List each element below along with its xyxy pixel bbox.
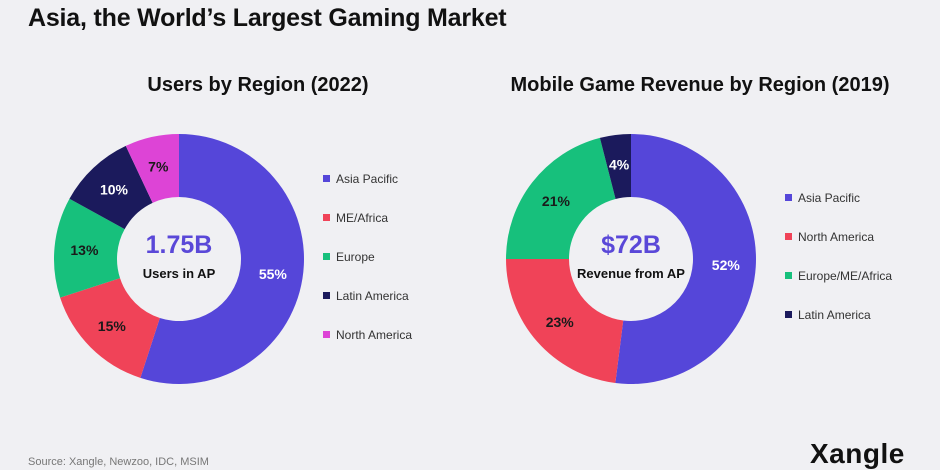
users-legend: Asia Pacific ME/Africa Europe Latin America… [323, 159, 412, 354]
legend-swatch [785, 233, 792, 240]
legend-swatch [323, 214, 330, 221]
legend-label: Asia Pacific [798, 190, 861, 205]
slice-latin-america [599, 134, 631, 199]
slice-europe [54, 198, 125, 298]
legend-swatch [323, 253, 330, 260]
brand-logo: Xangle [810, 438, 905, 469]
legend-item-me-africa: ME/Africa [323, 198, 412, 237]
legend-item-north-america: North America [323, 315, 412, 354]
legend-label: North America [798, 229, 875, 244]
legend-label: North America [336, 327, 413, 342]
legend-item-latin-america: Latin America [785, 295, 892, 334]
chart-title-users: Users by Region (2022) [147, 74, 369, 96]
slice-label-latin-america: 4% [609, 157, 630, 173]
legend-item-latin-america: Latin America [323, 276, 412, 315]
revenue-center-value: $72B [601, 231, 661, 259]
slice-latin-america [69, 145, 153, 230]
slice-north-america [125, 134, 179, 203]
revenue-legend: Asia Pacific North America Europe/ME/Afric… [785, 178, 892, 334]
legend-label: Europe [336, 249, 375, 264]
legend-swatch [323, 292, 330, 299]
legend-item-europe: Europe [323, 237, 412, 276]
revenue-donut-chart: 52% 23% 21% 4% [506, 134, 756, 384]
legend-swatch [785, 194, 792, 201]
legend-swatch [785, 311, 792, 318]
users-center-value: 1.75B [145, 231, 213, 259]
legend-item-asia-pacific: Asia Pacific [785, 178, 892, 217]
legend-label: Europe/ME/Africa [798, 268, 893, 283]
slice-label-me-africa: 15% [98, 318, 127, 334]
slice-asia-pacific [140, 134, 304, 384]
legend-swatch [785, 272, 792, 279]
legend-label: Latin America [336, 288, 409, 303]
legend-swatch [323, 175, 330, 182]
slice-label-europe: 13% [70, 242, 99, 258]
legend-label: Latin America [798, 307, 871, 322]
slice-north-america [506, 259, 624, 384]
source-note: Source: Xangle, Newzoo, IDC, MSIM [28, 456, 209, 468]
legend-label: ME/Africa [336, 210, 389, 225]
users-center-label: Users in AP [142, 266, 216, 281]
slice-label-asia-pacific: 52% [712, 257, 741, 273]
slice-europe-me-africa [506, 137, 616, 259]
main-title: Asia, the World’s Largest Gaming Market [28, 4, 507, 32]
legend-item-north-america: North America [785, 217, 892, 256]
legend-swatch [323, 331, 330, 338]
slice-label-north-america: 7% [148, 158, 169, 174]
slice-label-asia-pacific: 55% [259, 266, 288, 282]
users-donut-chart: 55% 15% 13% 10% 7% [54, 134, 304, 384]
slice-label-europe-me-africa: 21% [542, 193, 571, 209]
slice-asia-pacific [615, 134, 756, 384]
slice-me-africa [60, 278, 160, 378]
slice-label-north-america: 23% [546, 314, 575, 330]
revenue-center-label: Revenue from AP [577, 266, 685, 281]
slice-label-latin-america: 10% [100, 182, 129, 198]
legend-item-asia-pacific: Asia Pacific [323, 159, 412, 198]
chart-title-revenue: Mobile Game Revenue by Region (2019) [510, 74, 890, 96]
legend-label: Asia Pacific [336, 171, 399, 186]
legend-item-europe-me-africa: Europe/ME/Africa [785, 256, 892, 295]
